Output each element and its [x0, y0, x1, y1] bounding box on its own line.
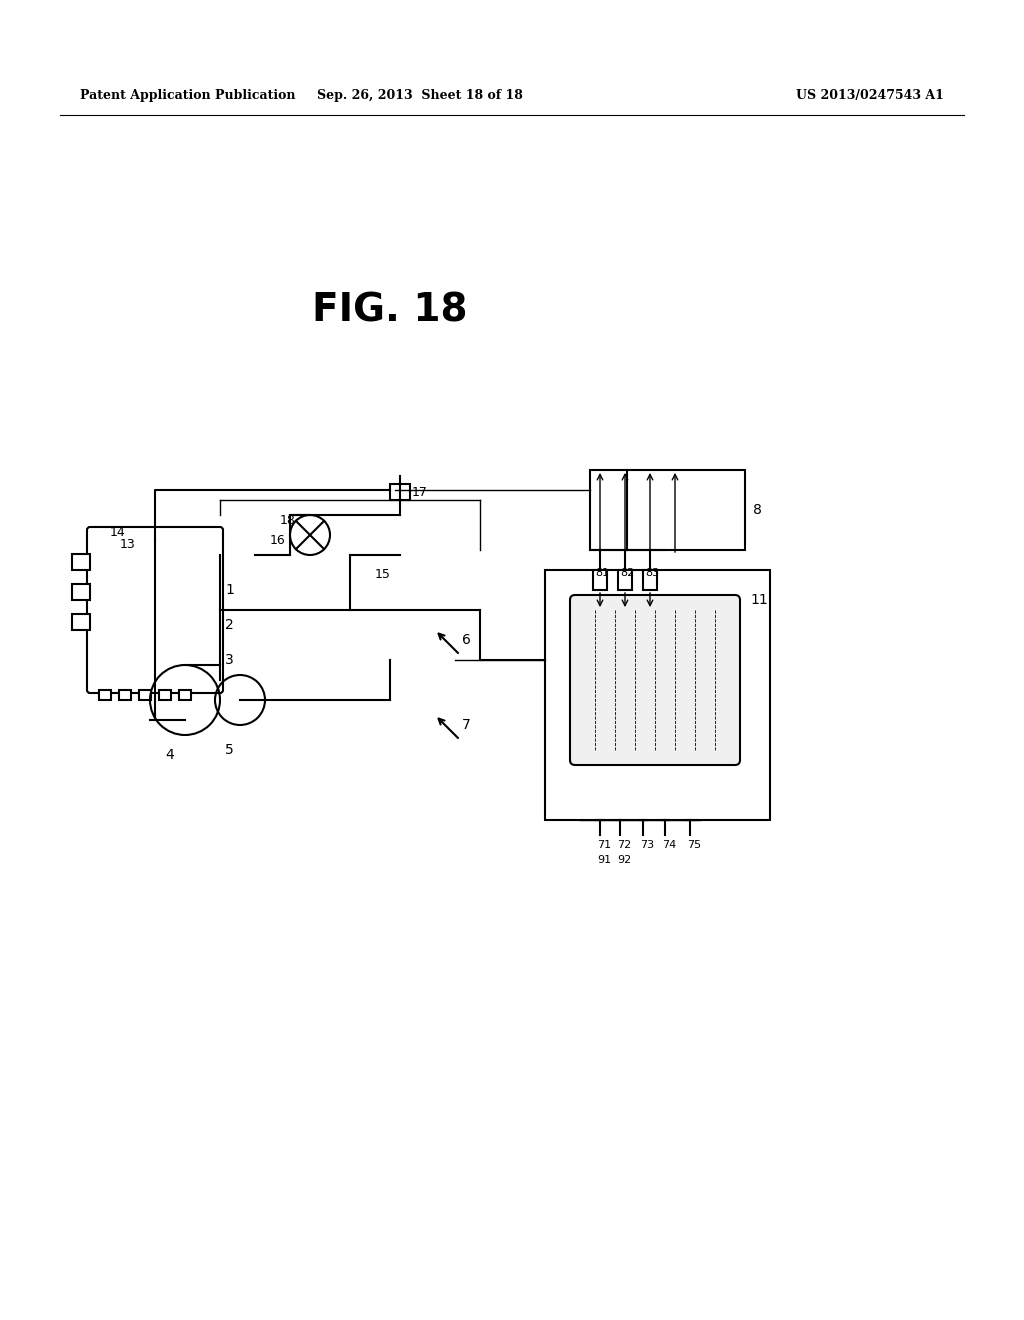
Text: 5: 5 — [225, 743, 233, 756]
Text: 7: 7 — [462, 718, 471, 733]
FancyBboxPatch shape — [643, 570, 657, 590]
FancyBboxPatch shape — [87, 527, 223, 693]
Text: 82: 82 — [620, 568, 634, 578]
FancyBboxPatch shape — [618, 570, 632, 590]
Text: 13: 13 — [120, 539, 136, 552]
FancyBboxPatch shape — [390, 484, 410, 500]
Text: 72: 72 — [617, 840, 631, 850]
FancyBboxPatch shape — [545, 570, 770, 820]
Text: Sep. 26, 2013  Sheet 18 of 18: Sep. 26, 2013 Sheet 18 of 18 — [317, 88, 523, 102]
Text: 83: 83 — [645, 568, 659, 578]
FancyBboxPatch shape — [139, 690, 151, 700]
FancyBboxPatch shape — [99, 690, 111, 700]
Text: Patent Application Publication: Patent Application Publication — [80, 88, 296, 102]
Text: 16: 16 — [270, 533, 286, 546]
Text: 17: 17 — [412, 486, 428, 499]
Text: 2: 2 — [225, 618, 233, 632]
Text: 4: 4 — [165, 748, 174, 762]
FancyBboxPatch shape — [590, 470, 745, 550]
Text: 14: 14 — [110, 525, 126, 539]
Text: 11: 11 — [750, 593, 768, 607]
Text: 1: 1 — [225, 583, 233, 597]
Text: 73: 73 — [640, 840, 654, 850]
Text: FIG. 18: FIG. 18 — [312, 290, 468, 329]
FancyBboxPatch shape — [570, 595, 740, 766]
Text: 8: 8 — [753, 503, 762, 517]
Text: 3: 3 — [225, 653, 233, 667]
FancyBboxPatch shape — [179, 690, 191, 700]
Text: 18: 18 — [280, 513, 296, 527]
FancyBboxPatch shape — [593, 570, 607, 590]
Text: 92: 92 — [617, 855, 631, 865]
Text: US 2013/0247543 A1: US 2013/0247543 A1 — [796, 88, 944, 102]
Text: 91: 91 — [597, 855, 611, 865]
Text: 75: 75 — [687, 840, 701, 850]
FancyBboxPatch shape — [72, 554, 90, 570]
Text: 15: 15 — [375, 569, 391, 582]
FancyBboxPatch shape — [159, 690, 171, 700]
FancyBboxPatch shape — [72, 614, 90, 630]
FancyBboxPatch shape — [119, 690, 131, 700]
Text: 74: 74 — [662, 840, 676, 850]
Text: 6: 6 — [462, 634, 471, 647]
FancyBboxPatch shape — [72, 583, 90, 601]
Text: 71: 71 — [597, 840, 611, 850]
Text: 81: 81 — [595, 568, 609, 578]
